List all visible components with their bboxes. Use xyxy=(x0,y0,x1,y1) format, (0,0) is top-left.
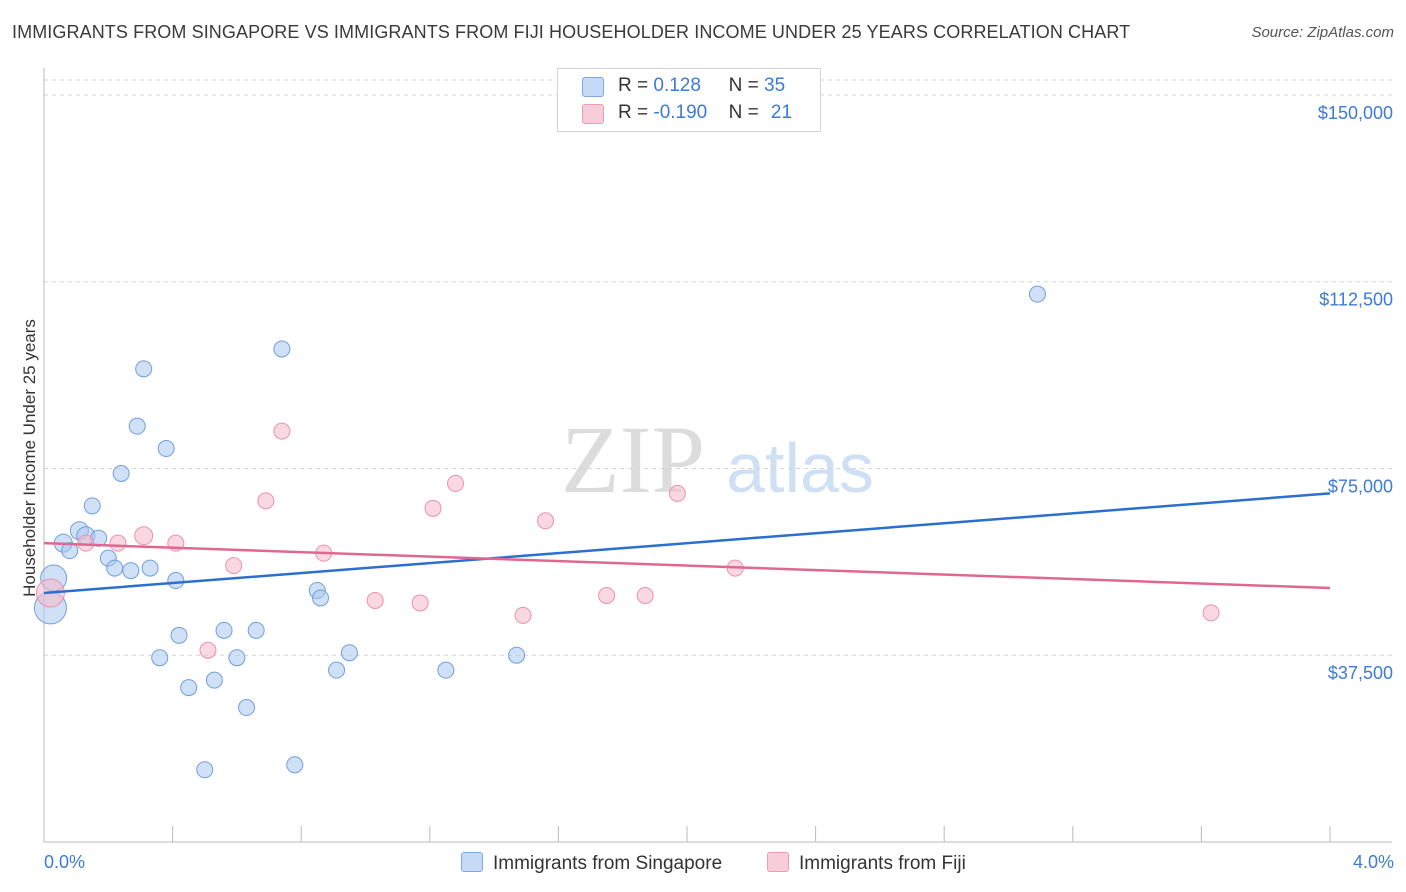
fiji-point xyxy=(447,474,465,492)
fiji-point xyxy=(411,594,429,612)
singapore-point xyxy=(180,679,198,697)
singapore-point xyxy=(437,661,455,679)
stats-text-fiji: R = -0.190 N = 21 xyxy=(618,102,792,124)
singapore-point xyxy=(247,621,265,639)
singapore-point xyxy=(170,626,188,644)
n-value: 21 xyxy=(770,102,793,123)
singapore-swatch xyxy=(582,77,604,97)
singapore-point xyxy=(141,559,159,577)
r-label: R = xyxy=(618,75,654,96)
singapore-point xyxy=(151,649,169,667)
fiji-point xyxy=(598,586,616,604)
fiji-point xyxy=(109,534,127,552)
singapore-point xyxy=(106,559,124,577)
singapore-point xyxy=(205,671,223,689)
n-value: 35 xyxy=(764,75,786,96)
singapore-point xyxy=(167,572,185,590)
r-value: 0.128 xyxy=(653,75,701,96)
singapore-legend-swatch xyxy=(461,852,483,872)
singapore-point xyxy=(286,756,304,774)
n-label: N = xyxy=(728,102,765,123)
singapore-point xyxy=(238,699,256,717)
r-label: R = xyxy=(618,102,654,123)
singapore-point xyxy=(1028,285,1046,303)
stats-legend: R = 0.128 N = 35 R = -0.190 N = 21 xyxy=(557,68,821,132)
chart-title: IMMIGRANTS FROM SINGAPORE VS IMMIGRANTS … xyxy=(12,22,1131,42)
fiji-point xyxy=(225,557,243,575)
singapore-point xyxy=(340,644,358,662)
fiji-trend-line xyxy=(43,541,1331,590)
fiji-point xyxy=(668,484,686,502)
singapore-point xyxy=(135,360,153,378)
singapore-point xyxy=(122,562,140,580)
fiji-point xyxy=(366,591,384,609)
singapore-point xyxy=(128,417,146,435)
fiji-point xyxy=(199,641,217,659)
fiji-legend-label: Immigrants from Fiji xyxy=(799,853,966,874)
fiji-point xyxy=(514,606,532,624)
y-tick-label: $112,500 xyxy=(1319,290,1393,310)
legend-item-fiji: Immigrants from Fiji xyxy=(767,852,966,878)
r-value: -0.190 xyxy=(653,102,708,123)
singapore-point xyxy=(112,464,130,482)
fiji-point xyxy=(273,422,291,440)
singapore-point xyxy=(83,497,101,515)
fiji-point xyxy=(1202,604,1220,622)
legend-item-singapore: Immigrants from Singapore xyxy=(461,852,722,878)
fiji-swatch xyxy=(582,104,604,124)
singapore-trend-line xyxy=(43,492,1331,595)
x-tick-label-max: 4.0% xyxy=(1352,852,1394,872)
source-label: Source: ZipAtlas.com xyxy=(1251,24,1394,41)
singapore-point xyxy=(328,661,346,679)
y-tick-label: $75,000 xyxy=(1328,476,1393,496)
fiji-point xyxy=(257,492,275,510)
fiji-point xyxy=(134,526,154,546)
n-label: N = xyxy=(728,75,765,96)
singapore-point xyxy=(508,646,526,664)
fiji-point xyxy=(424,499,442,517)
y-tick-label: $150,000 xyxy=(1318,103,1393,123)
stats-text-singapore: R = 0.128 N = 35 xyxy=(618,75,785,97)
singapore-legend-label: Immigrants from Singapore xyxy=(493,853,723,874)
singapore-point xyxy=(157,440,175,458)
fiji-point xyxy=(537,512,555,530)
singapore-point xyxy=(61,542,79,560)
fiji-point xyxy=(636,586,654,604)
singapore-point xyxy=(215,621,233,639)
fiji-legend-swatch xyxy=(767,852,789,872)
x-tick-label-min: 0.0% xyxy=(44,852,86,872)
singapore-point xyxy=(311,589,329,607)
singapore-point xyxy=(273,340,291,358)
fiji-point xyxy=(77,534,95,552)
singapore-point xyxy=(196,761,214,779)
y-tick-label: $37,500 xyxy=(1328,663,1393,683)
singapore-point xyxy=(228,649,246,667)
